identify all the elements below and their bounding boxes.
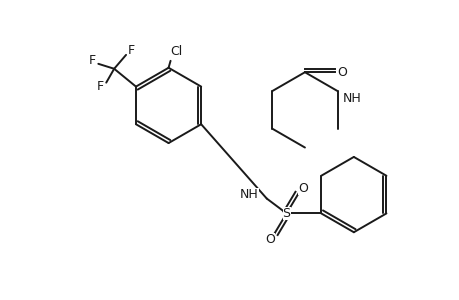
Text: Cl: Cl (170, 45, 182, 58)
Text: F: F (127, 44, 134, 57)
Text: F: F (89, 54, 96, 67)
Text: NH: NH (240, 188, 258, 201)
Text: F: F (96, 80, 104, 93)
Text: O: O (298, 182, 308, 195)
Text: S: S (282, 207, 290, 220)
Text: O: O (337, 66, 347, 79)
Text: O: O (264, 233, 274, 246)
Text: NH: NH (342, 92, 360, 106)
